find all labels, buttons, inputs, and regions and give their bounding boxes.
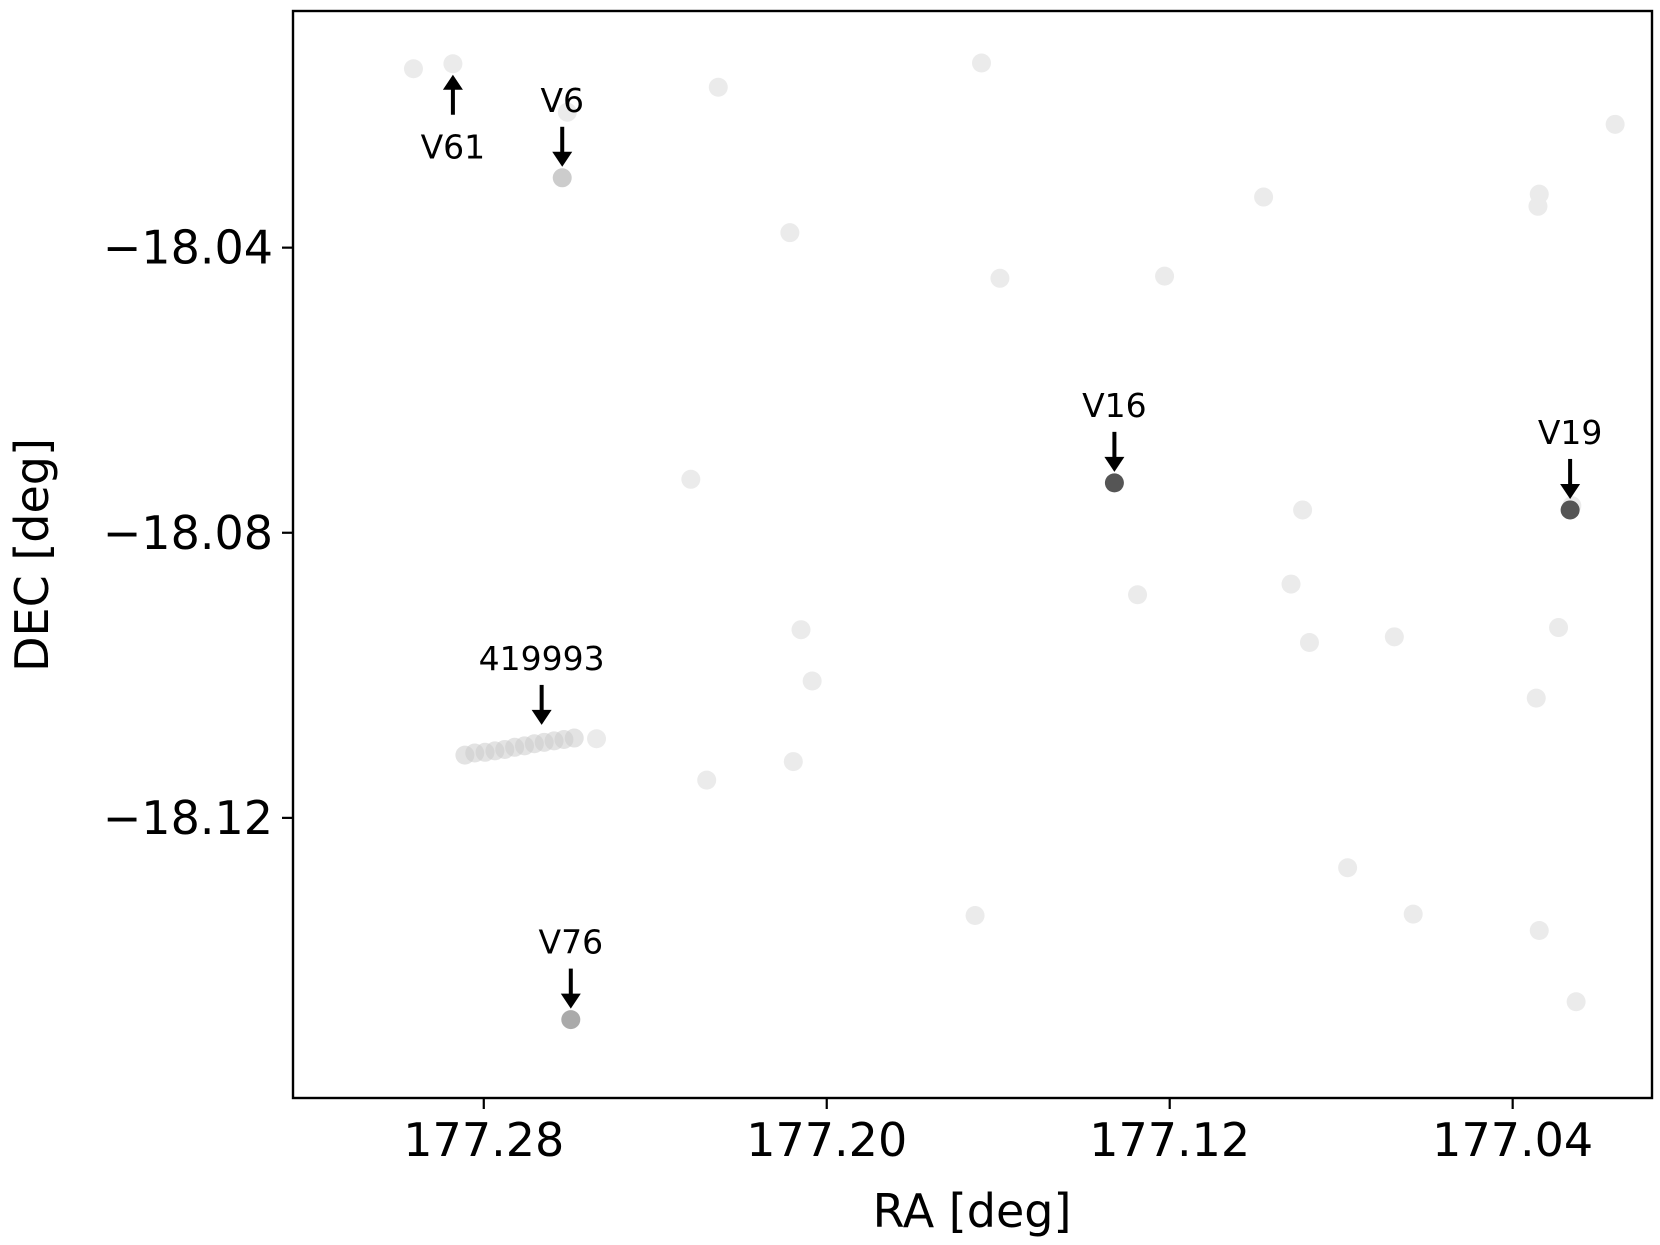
x-tick-label: 177.04 [1432, 1113, 1593, 1167]
annotation-v76: V76 [539, 923, 604, 1009]
data-point [1605, 114, 1625, 134]
data-point [1128, 585, 1148, 605]
y-tick-label: −18.08 [103, 506, 273, 560]
annotation-v16: V16 [1082, 386, 1147, 472]
data-point [802, 671, 822, 691]
data-point [1299, 633, 1319, 653]
annotation-arrow-head [560, 993, 581, 1009]
annotation-v6: V6 [540, 81, 584, 167]
data-point [1566, 992, 1586, 1012]
annotation-arrow-head [552, 151, 573, 167]
data-point [965, 906, 985, 926]
annotations: V61 V6 V16 V19 419993 V76 [421, 74, 1603, 1009]
data-points [403, 53, 1625, 1030]
data-point [972, 53, 992, 73]
data-point [1560, 500, 1580, 520]
annotation-label: 419993 [479, 639, 605, 678]
x-tick-label: 177.12 [1089, 1113, 1250, 1167]
axis-ticks: 177.28 177.20 177.12 177.04 −18.04 −18.08 −18.… [103, 221, 1593, 1167]
plot-frame [291, 9, 1654, 1100]
data-point [561, 1010, 581, 1030]
data-point [990, 268, 1010, 288]
data-point [1293, 500, 1313, 520]
data-point [552, 168, 572, 188]
annotation-label: V61 [421, 128, 486, 167]
annotation-v19: V19 [1538, 413, 1603, 499]
data-point [1549, 618, 1569, 638]
data-point [1403, 904, 1423, 924]
trail-point [564, 728, 584, 748]
annotation-arrow-head [442, 74, 463, 90]
annotation-v61: V61 [421, 74, 486, 167]
x-tick-label: 177.28 [403, 1113, 564, 1167]
annotation-label: V19 [1538, 413, 1603, 452]
annotation-label: V16 [1082, 386, 1147, 425]
data-point [1528, 196, 1548, 216]
data-point [1529, 920, 1549, 940]
x-axis-label: RA [deg] [873, 1184, 1072, 1238]
data-point [791, 620, 811, 640]
y-tick-label: −18.04 [103, 221, 273, 275]
data-point [587, 729, 607, 749]
annotation-arrow-head [1560, 483, 1581, 499]
data-point [443, 54, 463, 74]
annotation-arrow-head [1104, 456, 1125, 472]
data-point [1338, 858, 1358, 878]
data-point [1254, 187, 1274, 207]
y-tick-label: −18.12 [103, 791, 273, 845]
data-point [708, 77, 728, 97]
data-point [780, 223, 800, 243]
x-tick-label: 177.20 [746, 1113, 907, 1167]
data-point [1384, 627, 1404, 647]
data-point [783, 752, 803, 772]
data-point [1526, 688, 1546, 708]
annotation-label: V6 [540, 81, 584, 120]
data-point [1281, 574, 1301, 594]
data-point [1155, 266, 1175, 286]
data-point [403, 59, 423, 79]
data-point [697, 770, 717, 790]
y-axis-label: DEC [deg] [5, 438, 59, 672]
annotation-419993: 419993 [479, 639, 605, 725]
data-point [1104, 473, 1124, 493]
annotation-arrow-head [531, 709, 552, 725]
data-point [557, 102, 577, 122]
annotation-label: V76 [539, 923, 604, 962]
data-point [681, 469, 701, 489]
